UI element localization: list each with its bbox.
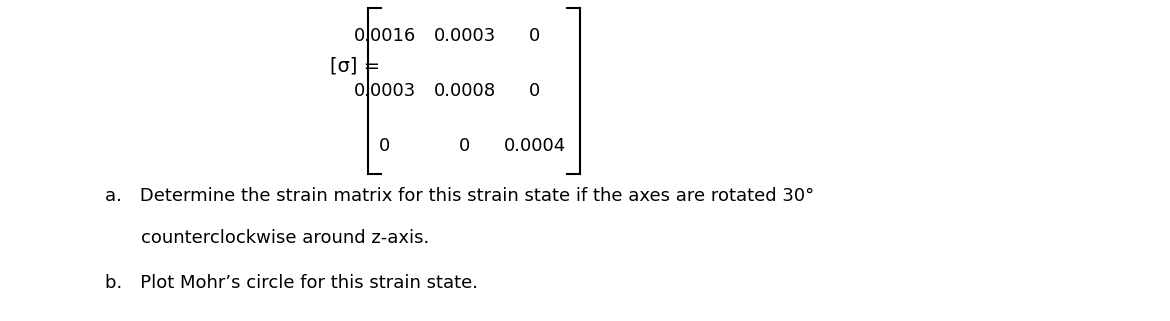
Text: 0.0003: 0.0003 xyxy=(434,27,496,45)
Text: 0.0004: 0.0004 xyxy=(504,137,566,155)
Text: a. Determine the strain matrix for this strain state if the axes are rotated 30°: a. Determine the strain matrix for this … xyxy=(105,187,814,205)
Text: 0: 0 xyxy=(529,82,541,100)
Text: 0: 0 xyxy=(460,137,470,155)
Text: 0.0016: 0.0016 xyxy=(353,27,417,45)
Text: 0.0003: 0.0003 xyxy=(353,82,417,100)
Text: 0: 0 xyxy=(379,137,391,155)
Text: 0: 0 xyxy=(529,27,541,45)
Text: b. Plot Mohr’s circle for this strain state.: b. Plot Mohr’s circle for this strain st… xyxy=(105,274,479,292)
Text: counterclockwise around z-axis.: counterclockwise around z-axis. xyxy=(105,229,429,247)
Text: 0.0008: 0.0008 xyxy=(434,82,496,100)
Text: [σ] =: [σ] = xyxy=(330,56,380,75)
